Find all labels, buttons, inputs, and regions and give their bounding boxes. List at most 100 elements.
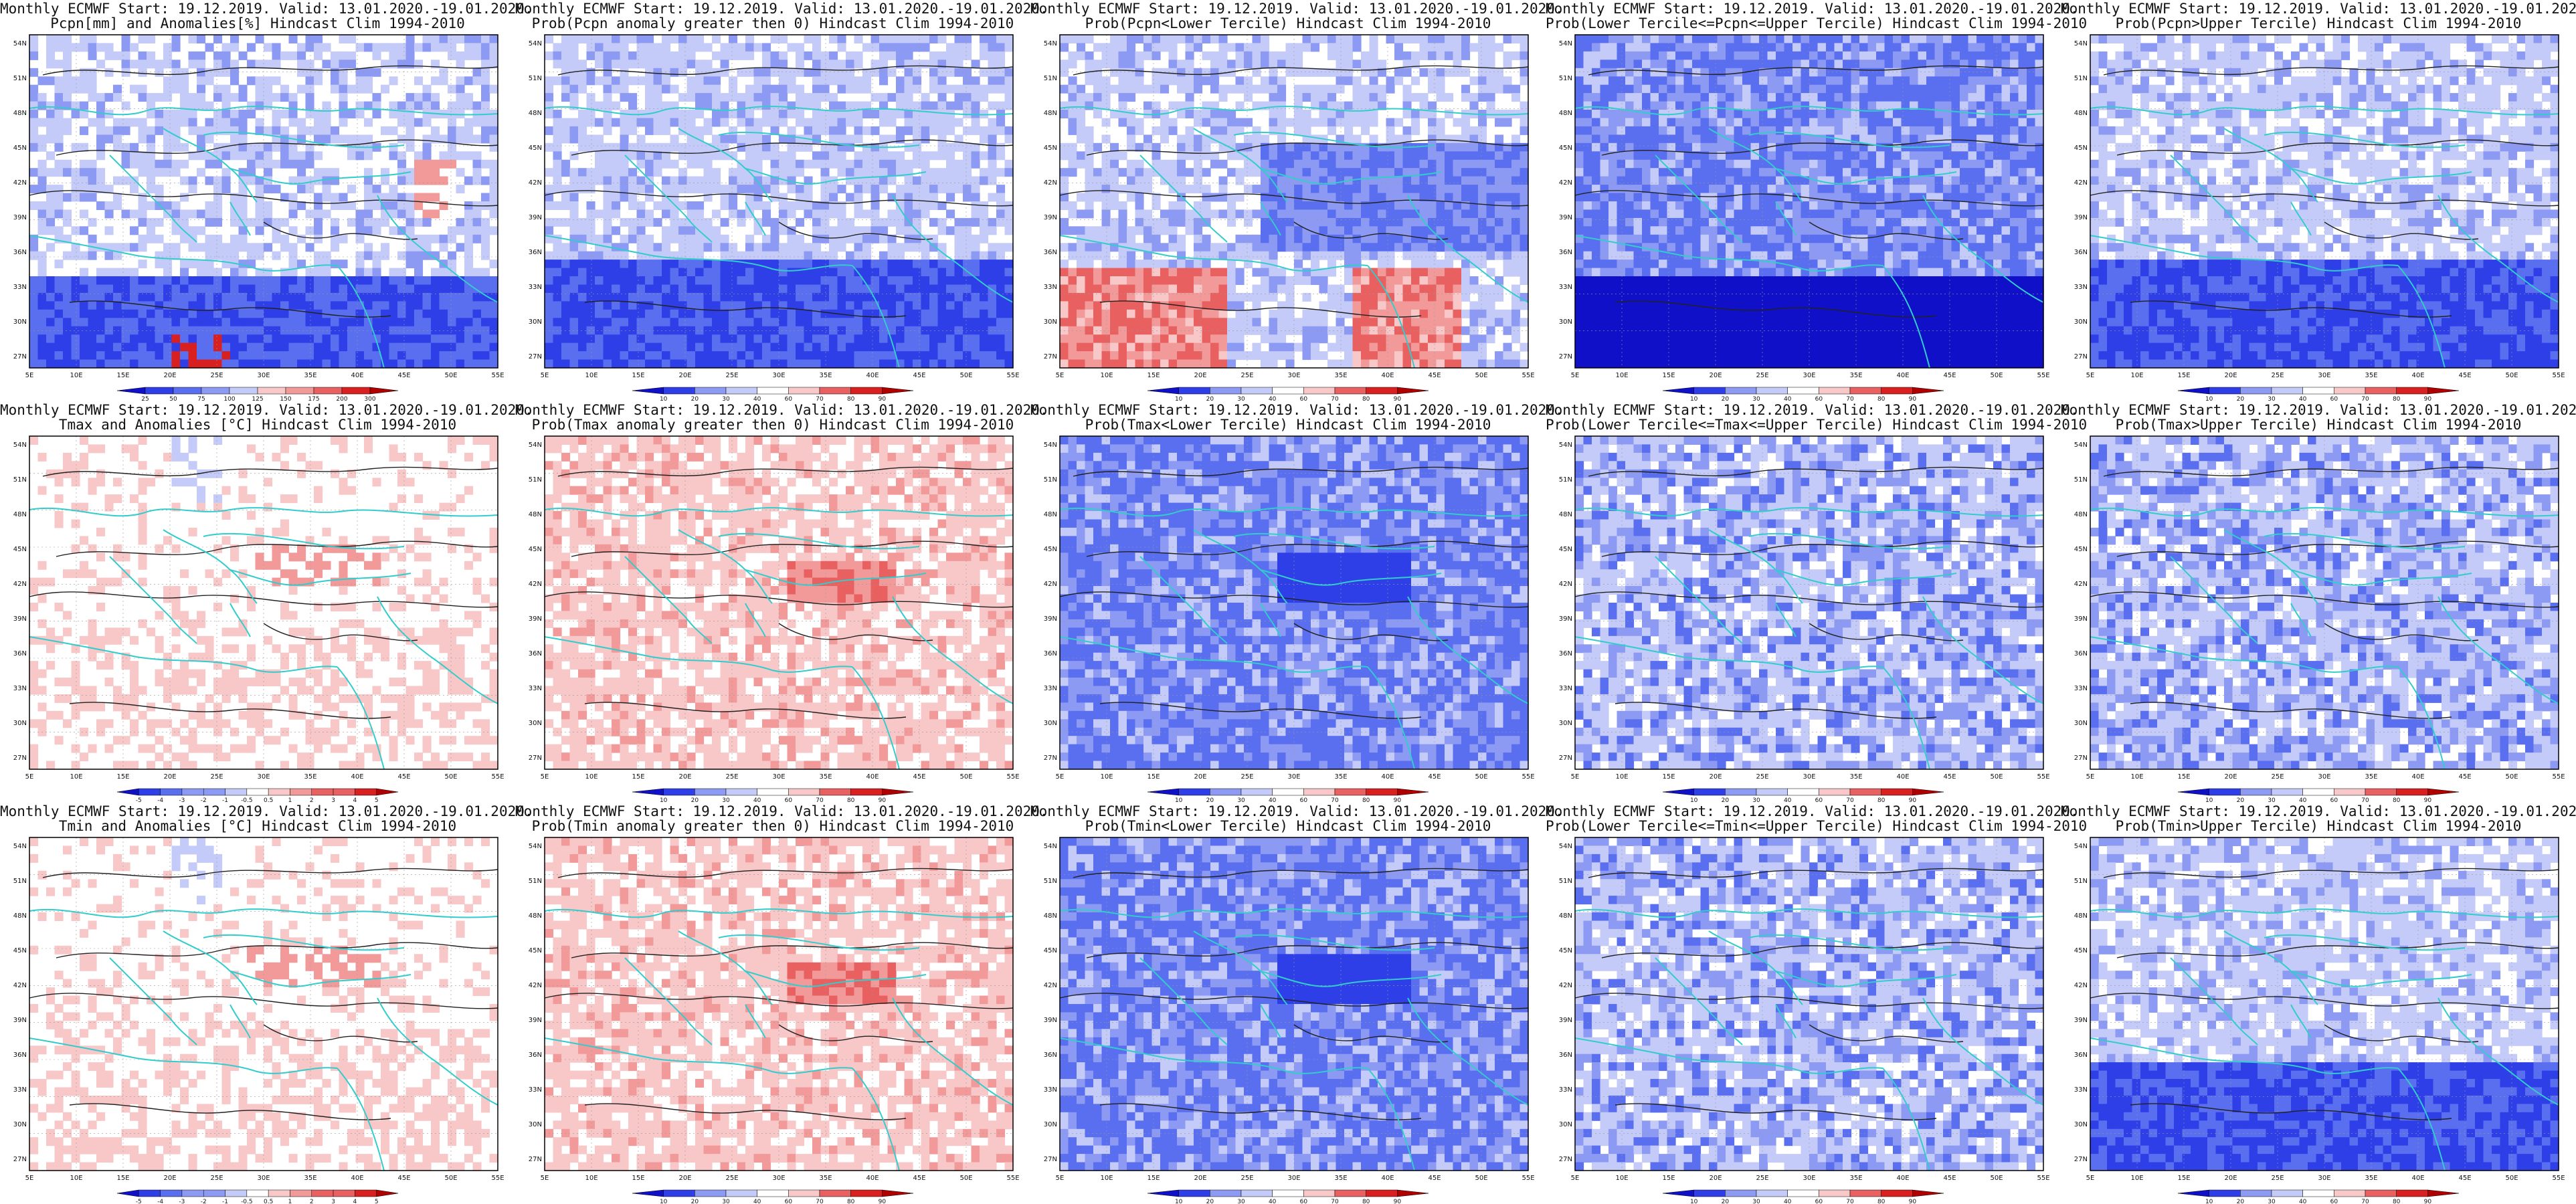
map-cell (645, 334, 654, 344)
map-cell (422, 276, 432, 285)
map-cell (678, 326, 688, 335)
map-cell (1269, 93, 1278, 102)
map-cell (720, 51, 729, 60)
map-cell (812, 43, 822, 52)
map-cell (104, 185, 114, 194)
map-cell (678, 43, 688, 52)
map-cell (653, 268, 662, 277)
map-cell (545, 342, 554, 352)
map-cell (1194, 159, 1203, 169)
map-cell (213, 326, 223, 335)
map-cell (896, 43, 905, 52)
map-cell (1486, 243, 1495, 252)
map-cell (1436, 209, 1445, 219)
lon-tick-label: 10E (70, 372, 82, 379)
map-cell (1302, 142, 1311, 152)
map-cell (1252, 60, 1261, 69)
map-cell (88, 193, 97, 202)
map-cell (213, 151, 223, 161)
map-cell (946, 151, 955, 161)
map-cell (1511, 226, 1521, 235)
map-cell (812, 351, 822, 361)
map-cell (1461, 68, 1471, 77)
map-cell (481, 51, 490, 60)
map-cell (130, 151, 139, 161)
map-cell (1319, 201, 1328, 210)
map-cell (46, 301, 56, 310)
map-cell (1394, 176, 1404, 185)
map-cell (1486, 217, 1495, 227)
map-cell (264, 309, 273, 318)
map-cell (1311, 234, 1320, 243)
map-cell (662, 159, 671, 169)
map-cell (80, 351, 89, 361)
map-cell (904, 309, 913, 318)
map-cell (946, 68, 955, 77)
map-cell (1202, 276, 1211, 285)
map-cell (946, 101, 955, 110)
map-cell (569, 84, 579, 94)
map-cell (753, 276, 763, 285)
map-cell (1077, 118, 1086, 127)
map-cell (820, 110, 830, 118)
map-cell (389, 359, 398, 369)
map-cell (762, 110, 771, 118)
map-cell (820, 193, 830, 202)
map-cell (1386, 185, 1395, 194)
map-cell (812, 284, 822, 294)
map-cell (305, 359, 314, 369)
map-cell (779, 342, 788, 352)
map-cell (1118, 209, 1127, 219)
map-cell (770, 93, 779, 102)
map-cell (1369, 35, 1378, 43)
map-cell (1352, 209, 1362, 219)
map-cell (130, 359, 139, 369)
lon-tick-label: 30E (257, 372, 270, 379)
map-cell (678, 68, 688, 77)
map-cell (489, 226, 498, 235)
map-cell (464, 342, 474, 352)
map-cell (896, 134, 905, 144)
map-cell (829, 292, 838, 302)
map-cell (1244, 251, 1253, 260)
map-cell (339, 292, 348, 302)
map-cell (472, 209, 482, 219)
map-cell (280, 243, 290, 252)
map-cell (213, 217, 223, 227)
map-cell (339, 334, 348, 344)
map-cell (1428, 159, 1437, 169)
map-cell (80, 185, 89, 194)
map-cell (71, 101, 80, 110)
map-cell (431, 76, 440, 86)
map-cell (653, 142, 662, 152)
map-cell (963, 185, 972, 194)
map-cell (854, 84, 863, 94)
lat-tick-label: 39N (13, 214, 27, 221)
map-cell (628, 101, 638, 110)
map-cell (578, 84, 587, 94)
map-frame (29, 34, 498, 369)
map-cell (472, 268, 482, 277)
map-cell (448, 159, 457, 169)
map-cell (230, 292, 240, 302)
map-cell (1411, 234, 1420, 243)
map-cell (322, 251, 331, 260)
map-cell (645, 101, 654, 110)
map-cell (787, 251, 796, 260)
map-cell (561, 284, 571, 294)
map-cell (645, 351, 654, 361)
map-cell (779, 118, 788, 127)
map-cell (1118, 217, 1127, 227)
map-cell (1294, 126, 1303, 135)
map-cell (620, 251, 629, 260)
map-cell (921, 118, 930, 127)
map-cell (854, 76, 863, 86)
map-cell (921, 60, 930, 69)
map-cell (397, 209, 407, 219)
map-cell (578, 309, 587, 318)
map-cell (1327, 209, 1337, 219)
map-cell (1177, 260, 1186, 269)
lat-tick-label: 33N (529, 284, 542, 291)
map-cell (561, 351, 571, 361)
map-cell (297, 260, 306, 269)
